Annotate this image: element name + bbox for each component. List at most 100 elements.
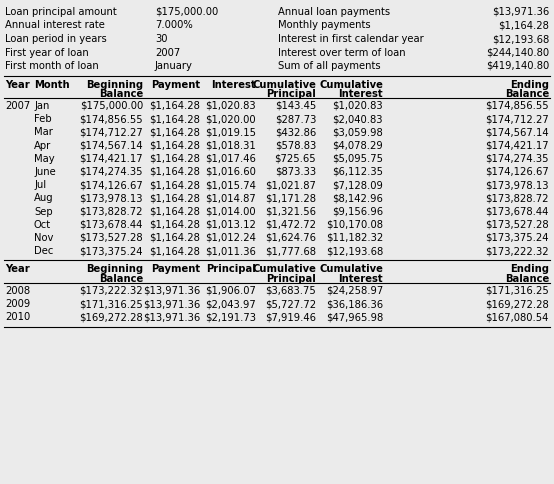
Text: Beginning: Beginning (86, 79, 143, 90)
Text: Year: Year (5, 264, 30, 274)
Text: 2007: 2007 (5, 101, 30, 111)
Text: $173,375.24: $173,375.24 (485, 233, 549, 243)
Text: $47,965.98: $47,965.98 (326, 312, 383, 322)
Text: First month of loan: First month of loan (5, 61, 99, 71)
Text: Beginning: Beginning (86, 264, 143, 274)
Text: $173,222.32: $173,222.32 (485, 246, 549, 256)
Text: $174,421.17: $174,421.17 (79, 154, 143, 164)
Text: $1,164.28: $1,164.28 (149, 167, 200, 177)
Text: $1,164.28: $1,164.28 (149, 140, 200, 151)
Text: $5,727.72: $5,727.72 (265, 299, 316, 309)
Text: $1,020.00: $1,020.00 (206, 114, 256, 124)
Text: $174,274.35: $174,274.35 (485, 154, 549, 164)
Text: $432.86: $432.86 (275, 127, 316, 137)
Text: $1,164.28: $1,164.28 (498, 20, 549, 30)
Text: Interest: Interest (338, 274, 383, 284)
Text: $2,043.97: $2,043.97 (205, 299, 256, 309)
Text: Interest: Interest (338, 89, 383, 99)
Text: $725.65: $725.65 (274, 154, 316, 164)
Text: $24,258.97: $24,258.97 (326, 286, 383, 296)
Text: $1,014.87: $1,014.87 (205, 194, 256, 203)
Text: Principal: Principal (266, 274, 316, 284)
Text: Aug: Aug (34, 194, 54, 203)
Text: $1,017.46: $1,017.46 (205, 154, 256, 164)
Text: $1,164.28: $1,164.28 (149, 101, 200, 111)
Text: January: January (155, 61, 193, 71)
Text: $3,059.98: $3,059.98 (332, 127, 383, 137)
Text: $1,472.72: $1,472.72 (265, 220, 316, 230)
Text: $7,919.46: $7,919.46 (265, 312, 316, 322)
Text: $1,321.56: $1,321.56 (265, 207, 316, 217)
Text: $173,978.13: $173,978.13 (80, 194, 143, 203)
Text: $174,421.17: $174,421.17 (485, 140, 549, 151)
Text: $1,019.15: $1,019.15 (205, 127, 256, 137)
Text: Jul: Jul (34, 180, 46, 190)
Text: $175,000.00: $175,000.00 (155, 7, 218, 17)
Text: Balance: Balance (505, 274, 549, 284)
Text: $174,856.55: $174,856.55 (485, 101, 549, 111)
Text: 2009: 2009 (5, 299, 30, 309)
Text: $1,164.28: $1,164.28 (149, 233, 200, 243)
Text: $10,170.08: $10,170.08 (326, 220, 383, 230)
Text: Sum of all payments: Sum of all payments (278, 61, 381, 71)
Text: $8,142.96: $8,142.96 (332, 194, 383, 203)
Text: 30: 30 (155, 34, 167, 44)
Text: Annual loan payments: Annual loan payments (278, 7, 390, 17)
Text: $1,164.28: $1,164.28 (149, 207, 200, 217)
Text: $7,128.09: $7,128.09 (332, 180, 383, 190)
Text: Month: Month (34, 79, 70, 90)
Text: $11,182.32: $11,182.32 (326, 233, 383, 243)
Text: Payment: Payment (151, 264, 200, 274)
Text: 2007: 2007 (155, 47, 180, 58)
Text: Payment: Payment (151, 79, 200, 90)
Text: $873.33: $873.33 (275, 167, 316, 177)
Text: $1,014.00: $1,014.00 (206, 207, 256, 217)
Text: $174,126.67: $174,126.67 (79, 180, 143, 190)
Text: $1,013.12: $1,013.12 (205, 220, 256, 230)
Text: $1,011.36: $1,011.36 (205, 246, 256, 256)
Text: $13,971.36: $13,971.36 (492, 7, 549, 17)
Text: $1,164.28: $1,164.28 (149, 246, 200, 256)
Text: $171,316.25: $171,316.25 (485, 286, 549, 296)
Text: Monthly payments: Monthly payments (278, 20, 371, 30)
Text: Cumulative: Cumulative (319, 264, 383, 274)
Text: $4,078.29: $4,078.29 (332, 140, 383, 151)
Text: Interest over term of loan: Interest over term of loan (278, 47, 406, 58)
Text: Principal: Principal (206, 264, 256, 274)
Text: $1,164.28: $1,164.28 (149, 154, 200, 164)
Text: $173,828.72: $173,828.72 (80, 207, 143, 217)
Text: Ending: Ending (510, 79, 549, 90)
Text: Cumulative: Cumulative (252, 79, 316, 90)
Text: 2010: 2010 (5, 312, 30, 322)
Text: $174,856.55: $174,856.55 (79, 114, 143, 124)
Text: $174,274.35: $174,274.35 (80, 167, 143, 177)
Text: $1,164.28: $1,164.28 (149, 180, 200, 190)
Text: $419,140.80: $419,140.80 (486, 61, 549, 71)
Text: Interest: Interest (212, 79, 256, 90)
Text: Apr: Apr (34, 140, 52, 151)
Text: $167,080.54: $167,080.54 (486, 312, 549, 322)
Text: $1,015.74: $1,015.74 (205, 180, 256, 190)
Text: Principal: Principal (266, 89, 316, 99)
Text: $13,971.36: $13,971.36 (143, 299, 200, 309)
Text: $2,040.83: $2,040.83 (332, 114, 383, 124)
Text: $173,678.44: $173,678.44 (486, 207, 549, 217)
Text: $1,906.07: $1,906.07 (205, 286, 256, 296)
Text: $171,316.25: $171,316.25 (79, 299, 143, 309)
Text: Feb: Feb (34, 114, 52, 124)
Text: Oct: Oct (34, 220, 51, 230)
Text: $173,527.28: $173,527.28 (79, 233, 143, 243)
Text: $1,624.76: $1,624.76 (265, 233, 316, 243)
Text: $9,156.96: $9,156.96 (332, 207, 383, 217)
Text: Interest in first calendar year: Interest in first calendar year (278, 34, 424, 44)
Text: $1,164.28: $1,164.28 (149, 127, 200, 137)
Text: Balance: Balance (99, 89, 143, 99)
Text: $1,164.28: $1,164.28 (149, 114, 200, 124)
Text: $174,567.14: $174,567.14 (485, 127, 549, 137)
Text: Balance: Balance (99, 274, 143, 284)
Text: Year: Year (5, 79, 30, 90)
Text: Sep: Sep (34, 207, 53, 217)
Text: $3,683.75: $3,683.75 (265, 286, 316, 296)
Text: $1,012.24: $1,012.24 (205, 233, 256, 243)
Text: Mar: Mar (34, 127, 53, 137)
